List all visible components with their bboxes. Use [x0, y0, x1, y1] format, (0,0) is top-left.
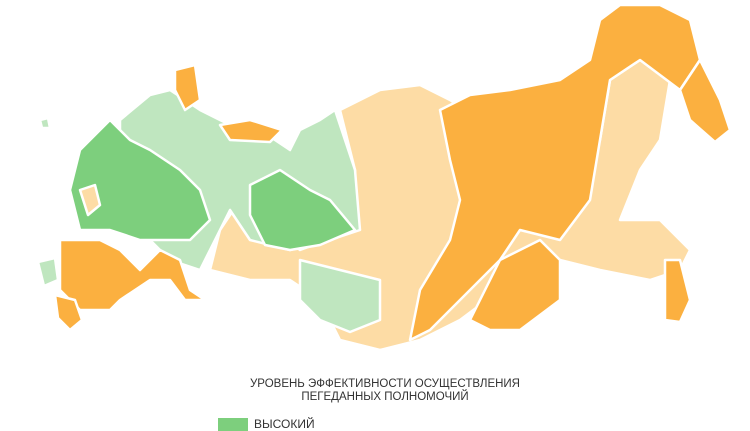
region-kola-orange[interactable] — [173, 63, 202, 112]
region-central-light-orange[interactable] — [78, 183, 102, 217]
legend-title-line1: УРОВЕНЬ ЭФФЕКТИВНОСТИ ОСУЩЕСТВЛЕНИЯ — [249, 378, 520, 390]
legend-label-high: ВЫСОКИЙ — [254, 417, 315, 431]
legend-title-line2: ПЕГЕДАННЫХ ПОЛНОМОЧИЙ — [301, 391, 469, 403]
region-east-orange[interactable] — [408, 3, 702, 342]
region-crimea-light-green[interactable] — [36, 256, 60, 288]
region-caucasus-orange[interactable] — [53, 293, 84, 332]
region-kaliningrad-light-green[interactable] — [38, 116, 52, 130]
legend-item-high: ВЫСОКИЙ — [218, 417, 315, 431]
region-amur-orange[interactable] — [468, 238, 562, 332]
region-tyumen-green[interactable] — [248, 168, 357, 252]
region-south-siberia-light-green[interactable] — [298, 258, 382, 334]
region-kamchatka-orange[interactable] — [678, 58, 732, 144]
region-northwest-green[interactable] — [68, 118, 212, 242]
region-south-orange[interactable] — [58, 238, 207, 312]
region-sakhalin-orange[interactable] — [663, 258, 692, 324]
legend-swatch-high — [218, 417, 248, 431]
region-arctic-coast-orange[interactable] — [218, 118, 284, 144]
